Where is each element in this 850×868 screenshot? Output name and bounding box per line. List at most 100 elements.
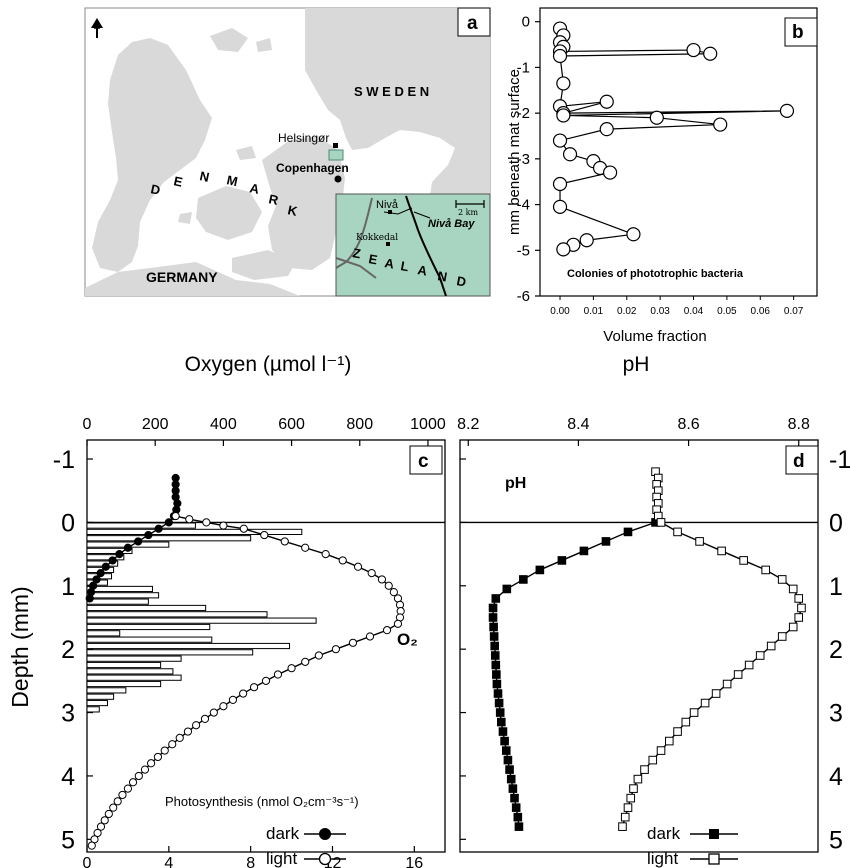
right-edge-tick-labels: -1 0 1 2 3 4 5: [829, 446, 850, 854]
legend-light-label: light: [266, 849, 297, 868]
label-niva-bay: Nivå Bay: [428, 218, 475, 230]
data-point: [703, 46, 718, 61]
y-tick-label: 4: [61, 763, 75, 791]
point-dark: [492, 670, 501, 679]
point-light: [648, 755, 658, 765]
point-dark: [491, 660, 501, 670]
map-land-germany: [85, 262, 300, 296]
point-light: [633, 774, 643, 784]
label-kokkedal: Kokkedal: [356, 233, 398, 243]
point-dark: [623, 527, 633, 537]
photosynthesis-bar: [86, 528, 303, 536]
helsingor-marker: [333, 143, 338, 148]
zealand-letter: A: [383, 255, 395, 272]
point-light: [777, 575, 787, 584]
point-dark: [123, 543, 133, 552]
point-light: [160, 746, 169, 755]
point-dark: [154, 524, 163, 533]
point-light: [739, 556, 748, 565]
data-point: [779, 103, 795, 118]
point-dark: [490, 641, 499, 651]
point-light: [384, 581, 393, 590]
x-tick-label: 0.04: [684, 306, 704, 317]
point-dark: [101, 562, 110, 571]
point-light: [168, 740, 177, 749]
y-tick-label: 0: [522, 14, 530, 31]
panel-d-letter-box: [785, 445, 819, 475]
y-tick-label: -4: [517, 197, 530, 214]
point-light: [656, 518, 666, 527]
point-dark: [164, 518, 173, 527]
point-dark: [492, 679, 502, 689]
point-light: [153, 752, 163, 762]
point-light: [249, 683, 259, 692]
legend-dark-label: dark: [266, 824, 300, 843]
point-light: [689, 708, 699, 717]
photosynthesis-bar: [86, 617, 317, 624]
map-land-lolland: [232, 250, 296, 280]
zealand-letter: D: [455, 273, 467, 289]
right-y-tick-label: 1: [829, 573, 843, 601]
photosynthesis-bar: [86, 680, 162, 688]
point-dark: [115, 549, 124, 559]
data-point: [602, 165, 618, 180]
point-light: [200, 714, 210, 723]
photosynthesis-bar: [86, 611, 268, 618]
x-tick-label: 0.02: [617, 306, 637, 317]
point-light: [348, 638, 358, 647]
point-dark: [92, 575, 101, 584]
point-dark: [513, 812, 523, 822]
map-land-island: [118, 204, 132, 218]
point-dark: [508, 784, 518, 793]
point-dark: [491, 594, 501, 603]
panel-b-ylabel: mm beneath mat surface: [506, 69, 523, 235]
point-light: [744, 660, 754, 670]
label-sweden: S W E D E N: [354, 84, 429, 99]
y-tick-label: 3: [61, 700, 75, 728]
point-light: [365, 632, 375, 641]
scale-label: 2 km: [458, 208, 478, 217]
photosynthesis-bar: [86, 661, 162, 669]
photosynthesis-bar: [86, 522, 196, 529]
x-tick-label: 0.00: [550, 306, 570, 317]
data-point: [626, 227, 641, 242]
photosynthesis-bar: [86, 706, 100, 713]
point-light: [367, 569, 376, 578]
data-point: [556, 242, 571, 257]
point-light: [140, 765, 150, 774]
label-denmark: D E N M ARK: [149, 168, 299, 219]
panel-c-letter-box: [409, 445, 443, 475]
denmark-letter: E: [172, 173, 184, 190]
point-light: [134, 771, 143, 781]
panel-c-bar-label: Photosynthesis (nmol O₂cm⁻³s⁻¹): [165, 794, 359, 809]
inset-frame: [335, 193, 491, 297]
label-germany: GERMANY: [146, 269, 218, 285]
point-light: [219, 521, 228, 530]
point-light: [626, 793, 636, 803]
point-dark: [511, 803, 521, 812]
panel-d-legend: dark light: [647, 824, 738, 868]
point-light: [260, 530, 269, 540]
photosynthesis-bar: [86, 649, 254, 656]
point-light: [640, 765, 649, 774]
panel-c-letter: c: [418, 451, 429, 472]
data-point: [552, 176, 568, 192]
photosynthesis-bar: [86, 687, 127, 694]
point-light: [321, 549, 330, 559]
photosynthesis-bar: [86, 604, 207, 612]
top-x-tick-label: 8.4: [567, 416, 589, 433]
y-tick-label: -5: [517, 242, 530, 259]
point-dark: [85, 594, 94, 603]
panel-c-data: [85, 473, 405, 850]
photosynthesis-bar: [86, 598, 149, 605]
denmark-letter: A: [248, 180, 261, 197]
study-area-box: [328, 149, 344, 161]
legend-dark-label: dark: [647, 824, 681, 843]
point-light: [128, 778, 138, 787]
panel-a-letter-box: [457, 7, 491, 37]
point-light: [118, 790, 127, 800]
point-light: [777, 632, 787, 641]
point-light: [755, 651, 765, 660]
